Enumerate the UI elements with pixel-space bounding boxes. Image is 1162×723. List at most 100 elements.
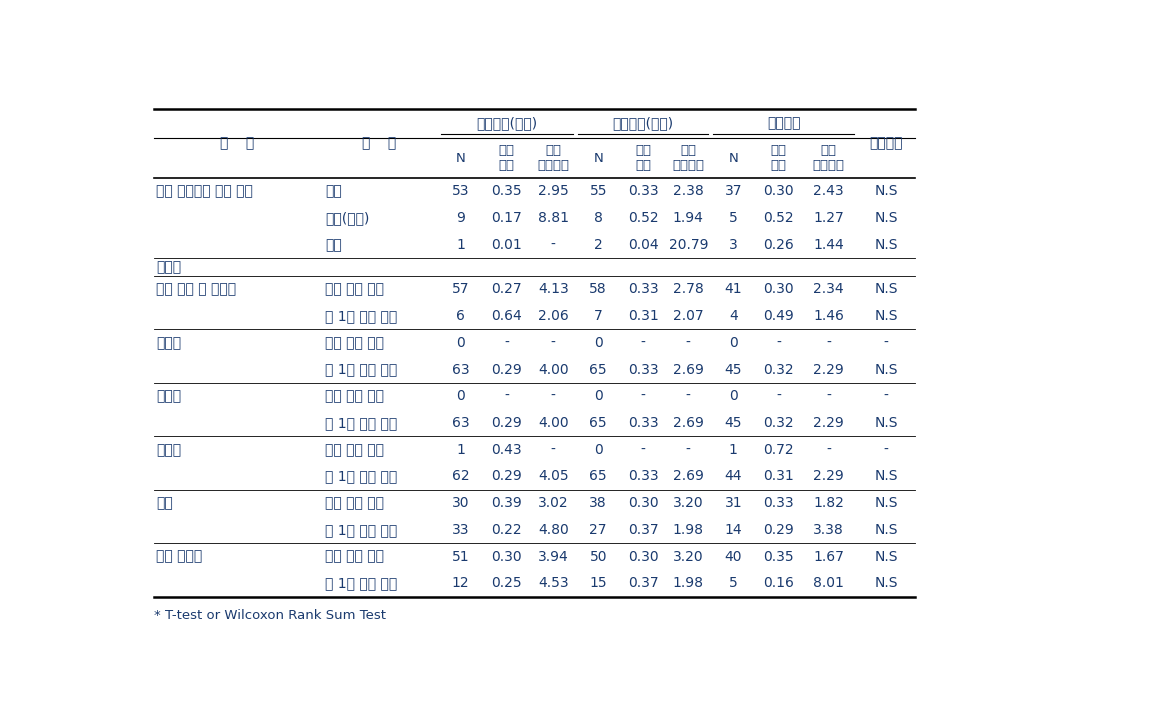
Text: 구    분: 구 분 <box>363 137 396 150</box>
Text: N.S: N.S <box>874 523 898 537</box>
Text: 0.29: 0.29 <box>492 469 522 484</box>
Text: 0.33: 0.33 <box>763 496 794 510</box>
Text: 패류: 패류 <box>156 496 173 510</box>
Text: N.S: N.S <box>874 576 898 591</box>
Text: -: - <box>776 336 781 350</box>
Text: 0.33: 0.33 <box>627 469 659 484</box>
Text: 0.22: 0.22 <box>492 523 522 537</box>
Text: 38: 38 <box>589 496 607 510</box>
Text: 3.20: 3.20 <box>673 549 704 564</box>
Text: 0.37: 0.37 <box>627 523 659 537</box>
Text: 갑각류: 갑각류 <box>156 389 181 403</box>
Text: 기하
평균: 기하 평균 <box>636 144 651 172</box>
Text: -: - <box>640 336 646 350</box>
Text: 4.00: 4.00 <box>538 416 568 430</box>
Text: 2.07: 2.07 <box>673 309 704 323</box>
Text: -: - <box>551 442 555 457</box>
Text: N.S: N.S <box>874 416 898 430</box>
Text: 0.43: 0.43 <box>492 442 522 457</box>
Text: N.S: N.S <box>874 362 898 377</box>
Text: -: - <box>640 442 646 457</box>
Text: 1: 1 <box>729 442 738 457</box>
Text: 0.17: 0.17 <box>492 211 522 225</box>
Text: 0.33: 0.33 <box>627 184 659 198</box>
Text: 거의 먹지 않음: 거의 먹지 않음 <box>325 283 385 296</box>
Text: 0: 0 <box>594 442 603 457</box>
Text: 2.69: 2.69 <box>673 416 704 430</box>
Text: -: - <box>551 336 555 350</box>
Text: 0: 0 <box>729 389 738 403</box>
Text: 0.72: 0.72 <box>763 442 794 457</box>
Text: 0: 0 <box>729 336 738 350</box>
Text: 4.05: 4.05 <box>538 469 568 484</box>
Text: 해산물: 해산물 <box>156 260 181 274</box>
Text: 50: 50 <box>589 549 607 564</box>
Text: 63: 63 <box>452 416 469 430</box>
Text: 0: 0 <box>456 389 465 403</box>
Text: 33: 33 <box>452 523 469 537</box>
Text: 2: 2 <box>594 238 603 252</box>
Text: 4: 4 <box>729 309 738 323</box>
Text: 1.98: 1.98 <box>673 576 704 591</box>
Text: 0.27: 0.27 <box>492 283 522 296</box>
Text: 2.06: 2.06 <box>538 309 568 323</box>
Text: 거의 먹지 않음: 거의 먹지 않음 <box>325 496 385 510</box>
Text: 2.29: 2.29 <box>813 469 844 484</box>
Text: -: - <box>504 389 509 403</box>
Text: 4.00: 4.00 <box>538 362 568 377</box>
Text: 0.32: 0.32 <box>763 416 794 430</box>
Text: N.S: N.S <box>874 496 898 510</box>
Text: 2.38: 2.38 <box>673 184 704 198</box>
Text: -: - <box>883 442 889 457</box>
Text: N.S: N.S <box>874 184 898 198</box>
Text: 생선: 생선 <box>325 238 342 252</box>
Text: 1.98: 1.98 <box>673 523 704 537</box>
Text: 0.29: 0.29 <box>492 362 522 377</box>
Text: 63: 63 <box>452 362 469 377</box>
Text: 0.49: 0.49 <box>763 309 794 323</box>
Text: 기하
평균: 기하 평균 <box>498 144 515 172</box>
Text: 0.29: 0.29 <box>492 416 522 430</box>
Text: N.S: N.S <box>874 238 898 252</box>
Text: 1: 1 <box>456 238 465 252</box>
Text: 0.37: 0.37 <box>627 576 659 591</box>
Text: 1.82: 1.82 <box>813 496 845 510</box>
Text: 5: 5 <box>729 576 738 591</box>
Text: 0.33: 0.33 <box>627 362 659 377</box>
Text: 거의 먹지 않음: 거의 먹지 않음 <box>325 549 385 564</box>
Text: 1.27: 1.27 <box>813 211 844 225</box>
Text: 6: 6 <box>456 309 465 323</box>
Text: N.S: N.S <box>874 211 898 225</box>
Text: 2.69: 2.69 <box>673 362 704 377</box>
Text: -: - <box>826 442 831 457</box>
Text: -: - <box>686 336 690 350</box>
Text: -: - <box>551 389 555 403</box>
Text: 0.35: 0.35 <box>763 549 794 564</box>
Text: 3.38: 3.38 <box>813 523 844 537</box>
Text: N: N <box>456 152 465 165</box>
Text: 2.95: 2.95 <box>538 184 568 198</box>
Text: 기타 해산물: 기타 해산물 <box>156 549 202 564</box>
Text: 거의 먹지 않음: 거의 먹지 않음 <box>325 389 385 403</box>
Text: 2.78: 2.78 <box>673 283 704 296</box>
Text: 8.01: 8.01 <box>813 576 845 591</box>
Text: 31: 31 <box>724 496 743 510</box>
Text: 채식: 채식 <box>325 184 342 198</box>
Text: 8: 8 <box>594 211 603 225</box>
Text: 3.20: 3.20 <box>673 496 704 510</box>
Text: 0: 0 <box>456 336 465 350</box>
Text: 9: 9 <box>456 211 465 225</box>
Text: 30: 30 <box>452 496 469 510</box>
Text: 2.69: 2.69 <box>673 469 704 484</box>
Text: 월 1회 이상 섭취: 월 1회 이상 섭취 <box>325 309 397 323</box>
Text: 월 1회 이상 섭취: 월 1회 이상 섭취 <box>325 576 397 591</box>
Text: 0.33: 0.33 <box>627 416 659 430</box>
Text: 해초류: 해초류 <box>156 442 181 457</box>
Text: 1.94: 1.94 <box>673 211 704 225</box>
Text: 0.52: 0.52 <box>627 211 659 225</box>
Text: 기하
평균: 기하 평균 <box>770 144 787 172</box>
Text: N.S: N.S <box>874 283 898 296</box>
Text: 3.02: 3.02 <box>538 496 568 510</box>
Text: 노출지역(남해): 노출지역(남해) <box>476 116 537 131</box>
Text: 주로 즐겨먹는 음식 형태: 주로 즐겨먹는 음식 형태 <box>156 184 253 198</box>
